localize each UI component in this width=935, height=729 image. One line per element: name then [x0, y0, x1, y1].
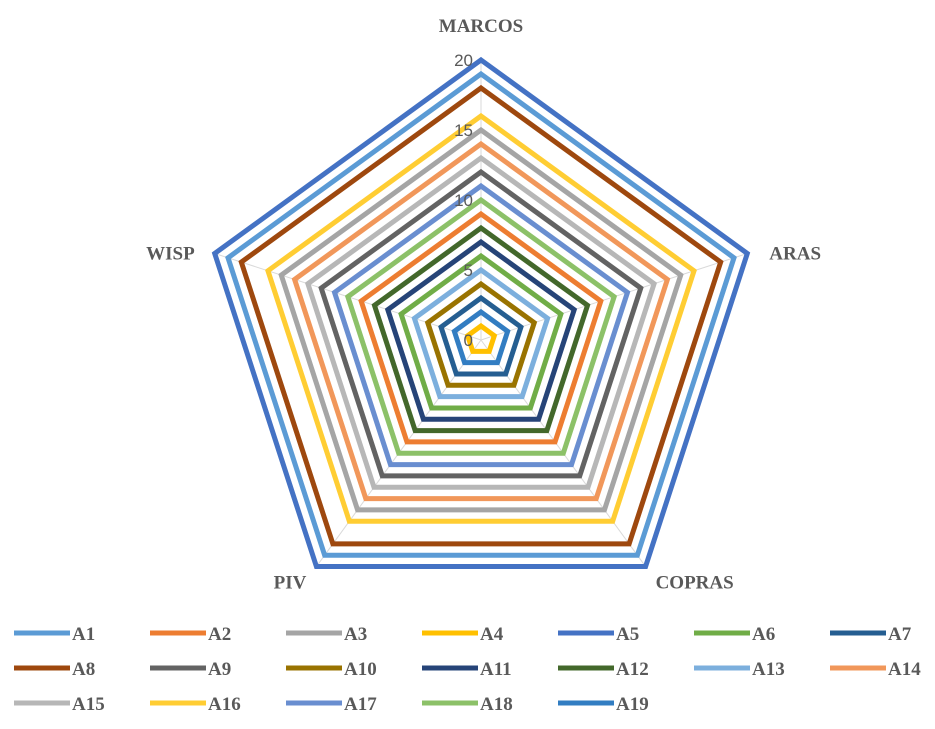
legend-item-a5[interactable]: A5: [558, 624, 639, 645]
legend-item-a8[interactable]: A8: [14, 659, 95, 680]
legend-label: A4: [480, 624, 504, 645]
legend-label: A18: [480, 694, 513, 715]
legend-item-a4[interactable]: A4: [422, 624, 504, 645]
series-a3: [278, 126, 684, 513]
legend-label: A6: [752, 624, 775, 645]
legend-label: A11: [480, 659, 512, 680]
legend-label: A10: [344, 659, 377, 680]
axis-label-piv: PIV: [274, 573, 307, 594]
series-a4: [464, 322, 498, 354]
legend-item-a13[interactable]: A13: [694, 659, 785, 680]
legend-label: A14: [888, 659, 921, 680]
radar-series: [211, 56, 751, 570]
legend-item-a11[interactable]: A11: [422, 659, 512, 680]
legend-item-a1[interactable]: A1: [14, 624, 95, 645]
axis-labels: MARCOS ARAS COPRAS PIV WISP: [146, 16, 821, 594]
series-a15: [304, 154, 658, 490]
legend-item-a6[interactable]: A6: [694, 624, 775, 645]
legend-item-a16[interactable]: A16: [150, 694, 241, 715]
series-a1: [225, 70, 737, 558]
tick-label: 20: [454, 51, 473, 70]
series-a2: [358, 210, 604, 445]
series-a8: [238, 84, 724, 547]
axis-label-marcos: MARCOS: [439, 16, 523, 37]
legend-item-a18[interactable]: A18: [422, 694, 513, 715]
tick-label: 5: [464, 261, 473, 280]
series-a12: [371, 224, 591, 434]
legend-item-a7[interactable]: A7: [830, 624, 912, 645]
series-a9: [318, 168, 644, 479]
legend-item-a9[interactable]: A9: [150, 659, 231, 680]
legend-item-a12[interactable]: A12: [558, 659, 649, 680]
series-a19: [451, 308, 511, 366]
axis-label-aras: ARAS: [769, 243, 821, 264]
legend-label: A1: [72, 624, 95, 645]
legend-label: A3: [344, 624, 367, 645]
series-a13: [411, 266, 551, 400]
legend-label: A5: [616, 624, 639, 645]
axis-label-copras: COPRAS: [656, 573, 734, 594]
legend-item-a19[interactable]: A19: [558, 694, 649, 715]
tick-label: 15: [454, 121, 473, 140]
series-a7: [438, 294, 524, 377]
legend-label: A8: [72, 659, 95, 680]
legend-label: A13: [752, 659, 785, 680]
legend-item-a17[interactable]: A17: [286, 694, 377, 715]
legend-label: A17: [344, 694, 377, 715]
legend-item-a14[interactable]: A14: [830, 659, 921, 680]
legend-label: A7: [888, 624, 912, 645]
legend-item-a10[interactable]: A10: [286, 659, 377, 680]
legend-label: A16: [208, 694, 241, 715]
legend-item-a2[interactable]: A2: [150, 624, 231, 645]
legend-item-a15[interactable]: A15: [14, 694, 105, 715]
series-a14: [291, 140, 671, 502]
legend-label: A15: [72, 694, 105, 715]
legend-label: A19: [616, 694, 649, 715]
radial-tick-labels: 0 5 10 15 20: [454, 51, 473, 350]
series-a11: [384, 238, 578, 422]
legend-label: A12: [616, 659, 649, 680]
series-a5: [211, 56, 751, 570]
legend-label: A2: [208, 624, 231, 645]
legend-label: A9: [208, 659, 231, 680]
series-a16: [265, 112, 697, 524]
legend: A1 A2 A3 A4 A5 A6 A7 A8 A9 A10 A11 A12 A13 A14 A15 A16 A…: [14, 624, 921, 715]
series-a17: [331, 182, 631, 468]
tick-label: 0: [464, 331, 473, 350]
series-a18: [344, 196, 618, 456]
series-a10: [424, 280, 538, 388]
tick-label: 10: [454, 191, 473, 210]
axis-label-wisp: WISP: [146, 243, 195, 264]
legend-item-a3[interactable]: A3: [286, 624, 367, 645]
series-a6: [398, 252, 564, 411]
